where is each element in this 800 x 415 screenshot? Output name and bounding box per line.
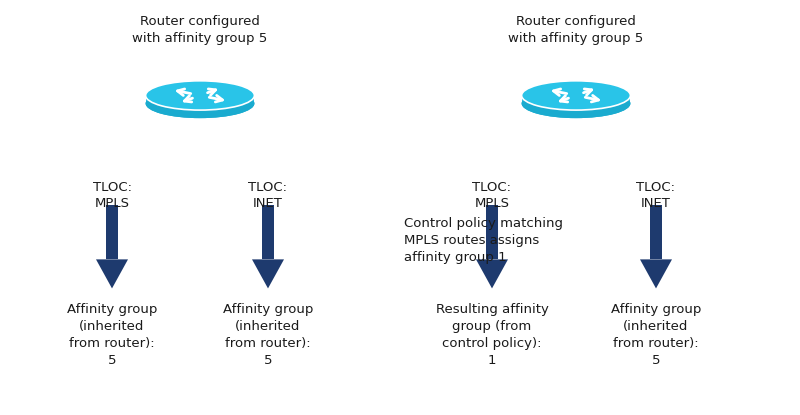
Text: TLOC:
MPLS: TLOC: MPLS <box>473 181 511 210</box>
Text: Router configured
with affinity group 5: Router configured with affinity group 5 <box>132 15 268 44</box>
Polygon shape <box>252 259 284 288</box>
Ellipse shape <box>146 89 254 118</box>
Text: Affinity group
(inherited
from router):
5: Affinity group (inherited from router): … <box>611 303 701 367</box>
Polygon shape <box>476 259 508 288</box>
Polygon shape <box>146 95 254 103</box>
Ellipse shape <box>522 81 630 110</box>
Ellipse shape <box>522 89 630 118</box>
Text: TLOC:
MPLS: TLOC: MPLS <box>93 181 131 210</box>
Polygon shape <box>486 205 498 259</box>
Ellipse shape <box>522 89 630 118</box>
Polygon shape <box>106 205 118 259</box>
Polygon shape <box>640 259 672 288</box>
Text: Router configured
with affinity group 5: Router configured with affinity group 5 <box>508 15 644 44</box>
Text: Affinity group
(inherited
from router):
5: Affinity group (inherited from router): … <box>67 303 157 367</box>
Ellipse shape <box>146 81 254 110</box>
Text: Control policy matching
MPLS routes assigns
affinity group 1: Control policy matching MPLS routes assi… <box>404 217 563 264</box>
Ellipse shape <box>146 89 254 118</box>
Polygon shape <box>650 205 662 259</box>
Polygon shape <box>522 95 630 103</box>
Polygon shape <box>262 205 274 259</box>
Text: Resulting affinity
group (from
control policy):
1: Resulting affinity group (from control p… <box>435 303 549 367</box>
Text: Affinity group
(inherited
from router):
5: Affinity group (inherited from router): … <box>223 303 313 367</box>
Polygon shape <box>96 259 128 288</box>
Text: TLOC:
INET: TLOC: INET <box>249 181 287 210</box>
Text: TLOC:
INET: TLOC: INET <box>637 181 675 210</box>
